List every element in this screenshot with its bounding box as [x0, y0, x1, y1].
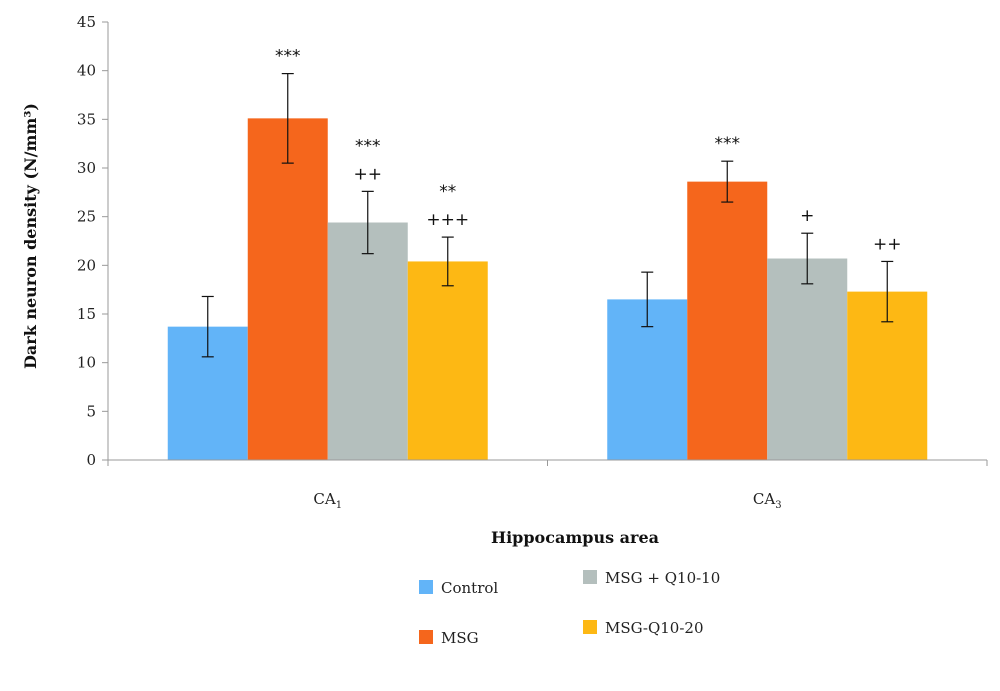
significance-marker: ++	[354, 164, 383, 184]
y-tick-label: 0	[86, 451, 96, 469]
significance-marker: ***	[275, 47, 301, 67]
x-category-label: CA1	[313, 490, 342, 511]
y-tick-label: 45	[77, 13, 96, 31]
x-axis-ticks	[107, 460, 988, 466]
y-tick-label: 40	[77, 62, 96, 80]
y-tick-label: 35	[77, 110, 96, 128]
significance-marker: ***	[355, 136, 381, 156]
y-tick-label: 5	[86, 402, 96, 420]
x-axis-label: Hippocampus area	[491, 528, 659, 547]
legend-swatch	[583, 570, 597, 584]
significance-marker: ***	[715, 134, 741, 154]
y-tick-label: 15	[77, 305, 96, 323]
significance-marker: +	[800, 206, 814, 226]
significance-annotations: *********+++**+++++	[275, 47, 902, 255]
y-axis-ticks: 0 5 10 15 20 25 30 35 40 45	[77, 13, 108, 469]
bar	[327, 222, 408, 460]
legend: Control MSG MSG + Q10-10 MSG-Q10-20	[419, 569, 720, 647]
significance-marker: ++	[873, 234, 902, 254]
bar	[767, 258, 848, 460]
bar	[407, 261, 488, 460]
y-tick-label: 30	[77, 159, 96, 177]
legend-label: MSG + Q10-10	[605, 569, 720, 587]
legend-swatch	[419, 630, 433, 644]
y-tick-label: 20	[77, 256, 96, 274]
bars	[167, 118, 928, 461]
y-tick-label: 10	[77, 354, 96, 372]
significance-marker: +++	[426, 210, 469, 230]
y-axis-label: Dark neuron density (N/mm³)	[21, 103, 40, 369]
x-axis-category-labels: CA1 CA3	[313, 490, 781, 511]
y-tick-label: 25	[77, 208, 96, 226]
legend-swatch	[419, 580, 433, 594]
legend-label: MSG	[441, 629, 479, 647]
legend-swatch	[583, 620, 597, 634]
bar	[247, 118, 328, 461]
bar	[687, 181, 768, 461]
error-bars	[201, 72, 894, 358]
significance-marker: **	[439, 182, 456, 202]
x-category-label: CA3	[753, 490, 782, 511]
legend-label: Control	[441, 579, 498, 597]
legend-label: MSG-Q10-20	[605, 619, 704, 637]
